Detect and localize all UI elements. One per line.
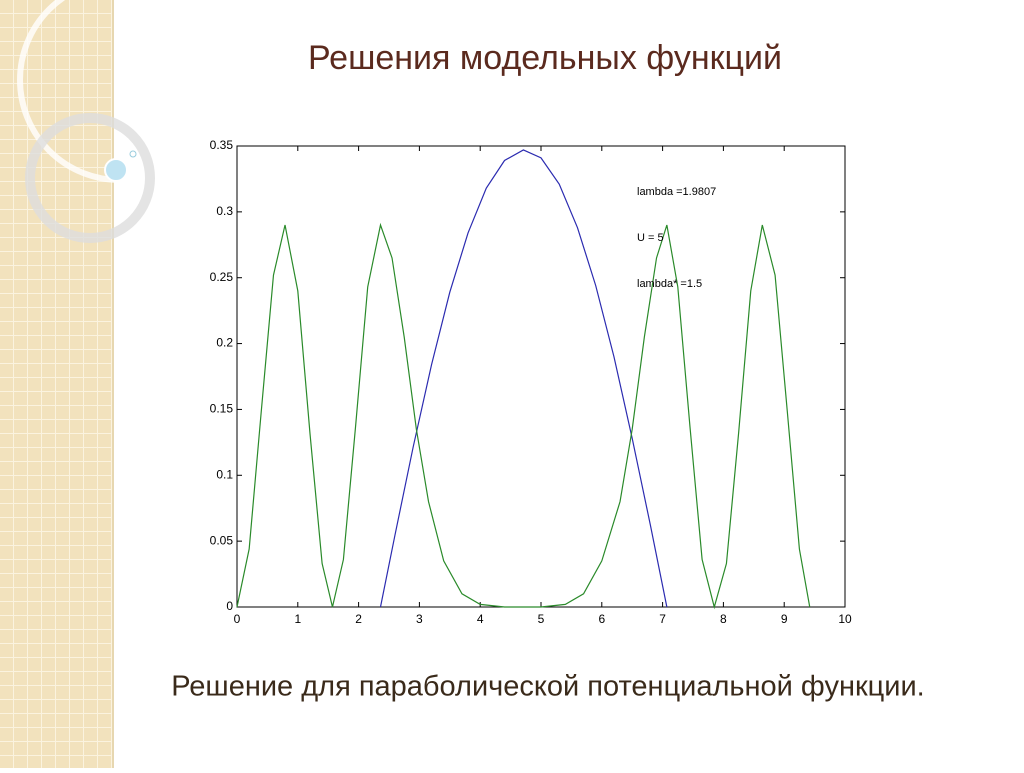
y-tick-label: 0.05 <box>210 533 234 547</box>
x-tick-label: 5 <box>538 612 545 626</box>
annotation: lambda* =1.5 <box>637 278 702 290</box>
x-tick-label: 0 <box>234 612 241 626</box>
x-tick-label: 9 <box>781 612 788 626</box>
y-tick-label: 0.1 <box>216 467 233 481</box>
x-tick-label: 1 <box>294 612 301 626</box>
series-line <box>236 222 811 610</box>
annotation: lambda =1.9807 <box>637 186 716 198</box>
deco-bubble <box>129 150 137 158</box>
x-tick-label: 6 <box>598 612 605 626</box>
y-tick-label: 0 <box>226 599 233 613</box>
plot-frame <box>236 145 846 608</box>
y-tick-label: 0.25 <box>210 270 234 284</box>
y-tick-label: 0.35 <box>210 138 234 152</box>
x-tick-label: 10 <box>838 612 852 626</box>
x-tick-label: 4 <box>477 612 484 626</box>
x-tick-label: 7 <box>659 612 666 626</box>
slide-caption: Решение для параболической потенциальной… <box>171 671 925 703</box>
y-tick-label: 0.15 <box>210 402 234 416</box>
x-tick-label: 8 <box>720 612 727 626</box>
x-tick-label: 2 <box>355 612 362 626</box>
series-line <box>379 149 668 608</box>
deco-ring <box>25 113 155 243</box>
y-tick-label: 0.3 <box>216 204 233 218</box>
y-tick-label: 0.2 <box>216 336 233 350</box>
deco-bubble <box>104 158 128 182</box>
annotation: U = 5 <box>637 232 664 244</box>
slide-title: Решения модельных функций <box>308 39 782 77</box>
x-tick-label: 3 <box>416 612 423 626</box>
